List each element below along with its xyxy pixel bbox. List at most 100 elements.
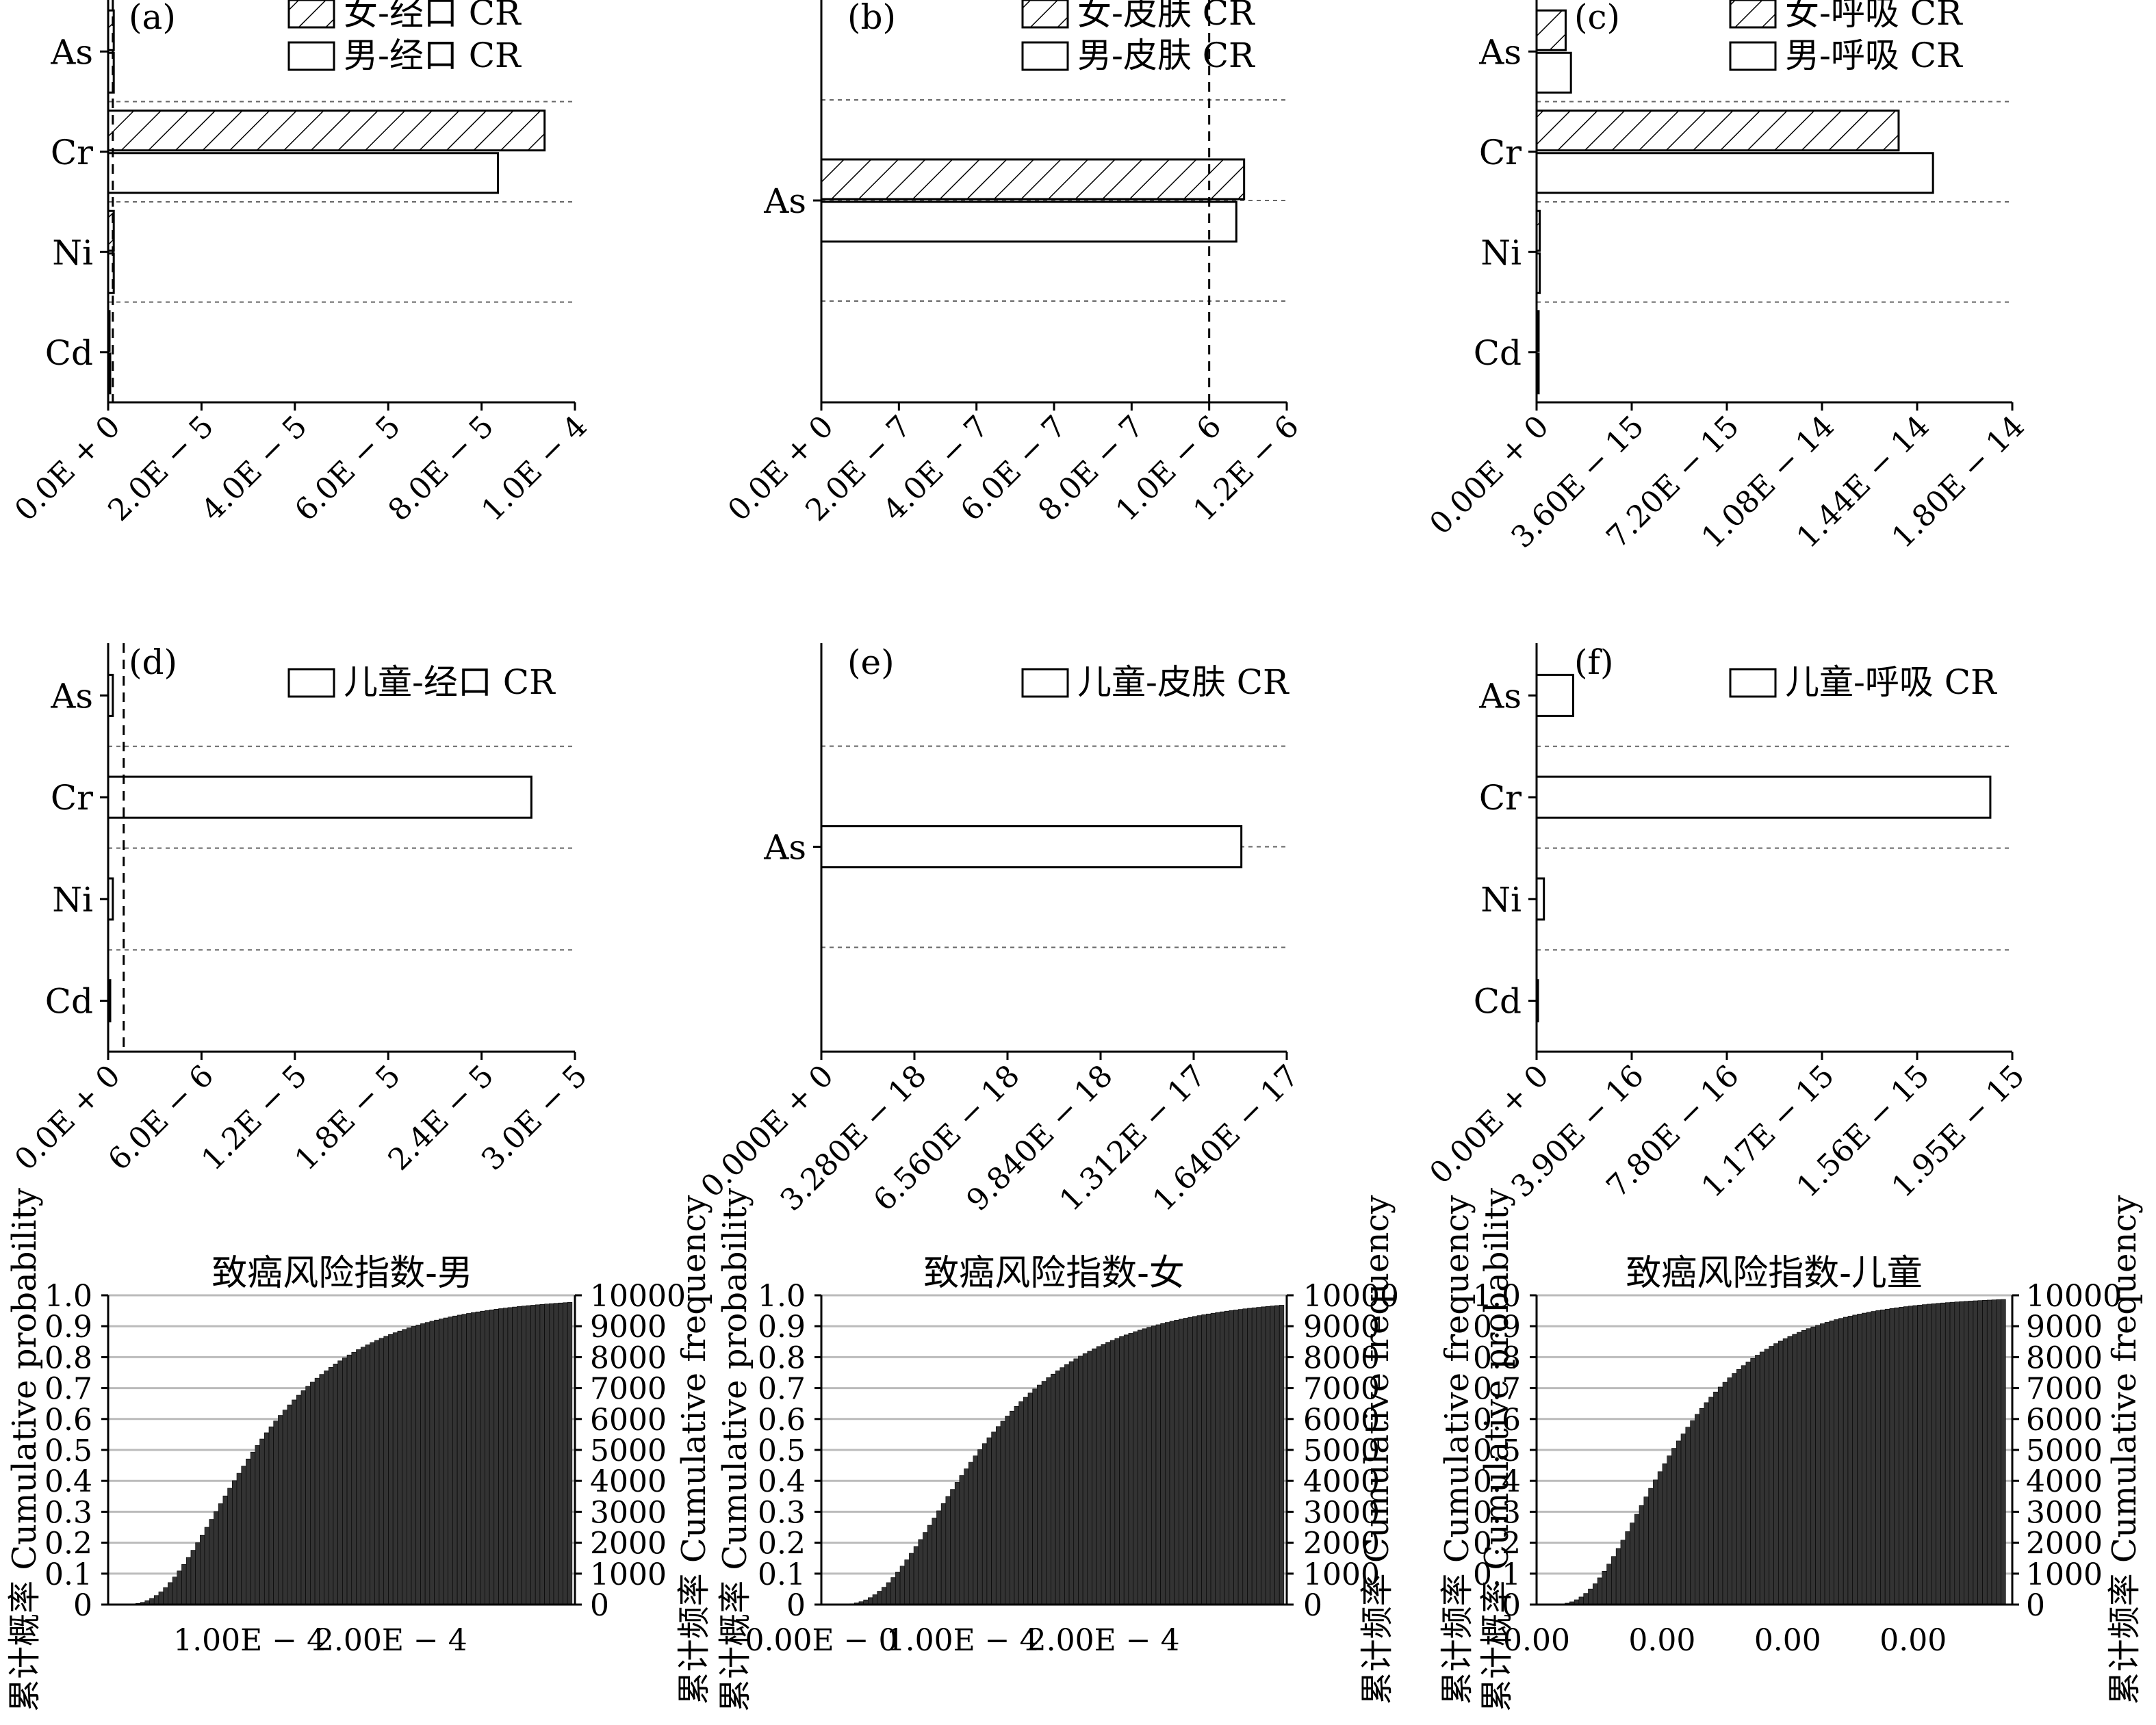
y-right-tick-label: 0	[2026, 1588, 2045, 1623]
y-left-tick-label: 0.2	[758, 1527, 806, 1561]
y-right-tick-label: 7000	[2026, 1372, 2103, 1407]
histogram-bar	[923, 1532, 928, 1605]
histogram-bar	[1251, 1307, 1257, 1605]
histogram-bar	[1945, 1302, 1951, 1605]
histogram-bar	[1183, 1318, 1188, 1605]
histogram-bar	[1220, 1311, 1225, 1605]
category-label: As	[763, 181, 806, 221]
histogram-bar	[1274, 1305, 1280, 1605]
histogram-bar	[1224, 1310, 1230, 1605]
histogram-bar	[457, 1314, 463, 1605]
y-right-tick-label: 6000	[590, 1403, 667, 1438]
y-left-tick-label: 0.1	[44, 1557, 92, 1592]
histogram-bar	[356, 1349, 361, 1605]
histogram-bar	[940, 1503, 947, 1605]
histogram-bar	[1676, 1440, 1682, 1605]
histogram-bar	[558, 1302, 563, 1605]
histogram-bar	[1936, 1303, 1941, 1605]
bar-as-series	[1535, 673, 1574, 717]
histogram-bar	[1611, 1556, 1617, 1605]
histogram-bar	[1630, 1522, 1635, 1605]
bar-cr-series	[107, 775, 532, 819]
histogram-bar	[539, 1304, 545, 1605]
histogram-bar	[287, 1404, 292, 1605]
y-right-tick-label: 0	[590, 1588, 609, 1623]
histogram-bar	[241, 1466, 246, 1605]
histogram-bar	[526, 1305, 531, 1605]
y-right-tick-label: 7000	[1303, 1372, 1380, 1407]
histogram-bar	[1884, 1308, 1890, 1605]
histogram-bar	[964, 1468, 969, 1605]
x-tick-label: 1.00E − 4	[886, 1623, 1039, 1658]
y-left-tick-label: 0.5	[1473, 1434, 1521, 1468]
histogram-bar	[360, 1347, 366, 1605]
histogram-bar	[1764, 1349, 1770, 1605]
histogram-bar	[1847, 1316, 1853, 1605]
histogram-bar	[388, 1334, 394, 1605]
histogram-bar	[158, 1592, 164, 1605]
x-tick-label: 0.00E − 0	[745, 1623, 898, 1658]
histogram-bar	[1133, 1331, 1138, 1605]
histogram-bar	[461, 1314, 467, 1605]
legend-label: 儿童-经口 CR	[344, 662, 556, 702]
histogram-bar	[1880, 1309, 1886, 1605]
histogram-bar	[255, 1445, 260, 1605]
histogram-bar	[1206, 1313, 1211, 1605]
y-left-tick-label: 0.3	[758, 1495, 806, 1530]
histogram-bar	[521, 1306, 527, 1605]
histogram-bar	[1201, 1314, 1207, 1605]
panel-label: (a)	[129, 0, 176, 37]
histogram-bar	[337, 1360, 343, 1605]
y-left-tick-label: 1.0	[44, 1279, 92, 1314]
bar-as-female	[1535, 9, 1567, 51]
histogram-bar	[1279, 1305, 1285, 1605]
bar-as-series	[820, 825, 1243, 868]
histogram-bar	[890, 1577, 896, 1605]
y-right-tick-label: 2000	[590, 1527, 667, 1561]
histogram-bar	[1164, 1322, 1170, 1605]
histogram-bar	[1155, 1324, 1161, 1605]
histogram-bar	[1101, 1344, 1106, 1605]
histogram-bar	[1114, 1338, 1120, 1605]
histogram-bar	[1708, 1397, 1714, 1605]
histogram-bar	[1871, 1311, 1876, 1605]
histogram-bar	[227, 1488, 233, 1605]
histogram-bar	[268, 1426, 274, 1605]
histogram-bar	[475, 1311, 480, 1605]
histogram-bar	[1082, 1353, 1088, 1605]
y-left-tick-label: 0.6	[44, 1403, 92, 1438]
histogram-bar	[927, 1525, 933, 1605]
category-label: As	[763, 828, 806, 868]
histogram-bar	[1819, 1323, 1825, 1605]
histogram-bar	[1160, 1323, 1166, 1605]
y-left-tick-label: 1.0	[1473, 1279, 1521, 1314]
bar-as-series	[1535, 51, 1572, 94]
histogram-bar	[1824, 1322, 1830, 1605]
histogram-bar	[1717, 1386, 1723, 1605]
bar-cr-series	[1535, 775, 1992, 819]
histogram-bar	[954, 1482, 960, 1605]
histogram-bar	[1210, 1312, 1216, 1605]
histogram-bar	[246, 1458, 251, 1605]
histogram-bar	[236, 1473, 242, 1605]
x-tick-label: 2.00E − 4	[315, 1623, 467, 1658]
y-left-tick-label: 0.9	[1473, 1310, 1521, 1345]
histogram-bar	[886, 1582, 892, 1605]
histogram-bar	[512, 1306, 517, 1605]
histogram-bar	[1265, 1306, 1271, 1605]
histogram-bar	[995, 1426, 1001, 1605]
panel-label: (f)	[1574, 643, 1614, 682]
legend-label: 男-皮肤 CR	[1077, 36, 1255, 75]
histogram-bar	[973, 1455, 978, 1605]
histogram-bar	[424, 1322, 431, 1605]
histogram-bar	[1055, 1371, 1061, 1605]
histogram-bar	[2001, 1299, 2006, 1605]
histogram-bar	[1270, 1306, 1275, 1605]
y-left-tick-label: 0.7	[1473, 1372, 1521, 1407]
histogram-bar	[383, 1336, 389, 1605]
histogram-bar	[1741, 1365, 1747, 1605]
y-left-tick-label: 0.4	[1473, 1464, 1521, 1499]
category-label: Cr	[1479, 778, 1522, 818]
histogram-bar	[945, 1496, 951, 1605]
